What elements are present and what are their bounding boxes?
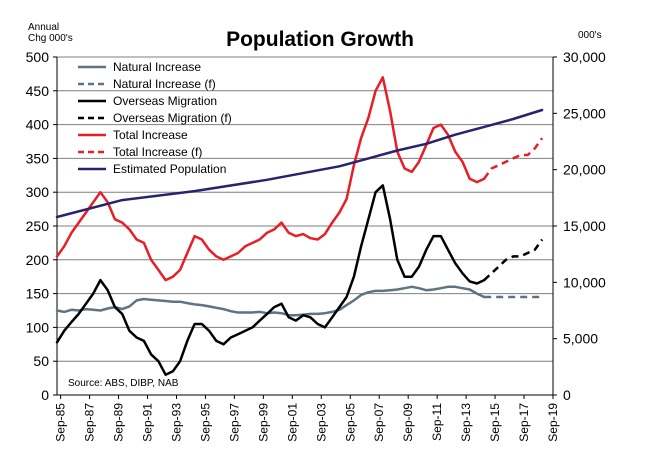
series-total-increase — [55, 76, 486, 282]
x-tick-label: Sep-91 — [141, 403, 155, 442]
left-tick-label: 150 — [26, 286, 50, 302]
series-lines — [55, 76, 544, 376]
x-tick-label: Sep-05 — [343, 403, 357, 442]
left-tick-label: 250 — [26, 218, 50, 234]
x-tick-label: Sep-09 — [401, 403, 415, 442]
legend-label: Overseas Migration (f) — [113, 111, 232, 125]
series-total-increase-f — [483, 137, 544, 180]
left-axis-label-line-1: Annual — [28, 22, 59, 33]
legend-label: Overseas Migration — [113, 94, 217, 108]
left-tick-label: 400 — [26, 117, 50, 133]
left-tick-label: 50 — [33, 353, 49, 369]
x-tick-label: Sep-93 — [169, 403, 183, 442]
right-tick-label: 15,000 — [563, 218, 606, 234]
x-tick-label: Sep-99 — [256, 403, 270, 442]
right-tick-label: 0 — [563, 387, 571, 403]
right-tick-label: 5,000 — [563, 331, 598, 347]
x-tick-label: Sep-85 — [54, 403, 68, 442]
legend: Natural Increase Natural Increase (f) Over… — [78, 60, 232, 176]
series-estimated-population — [55, 108, 544, 219]
legend-label: Natural Increase — [113, 60, 201, 74]
x-tick-label: Sep-97 — [227, 403, 241, 442]
right-axis-label: 000's — [578, 30, 602, 41]
x-tick-label: Sep-13 — [459, 403, 473, 442]
x-tick-label: Sep-15 — [488, 403, 502, 442]
right-tick-label: 25,000 — [563, 105, 606, 121]
right-y-ticks: 0 5,000 10,000 15,000 20,000 25,000 30,000 — [553, 49, 606, 403]
x-tick-label: Sep-11 — [430, 403, 444, 441]
source-note: Source: ABS, DIBP, NAB — [68, 378, 179, 389]
x-tick-label: Sep-89 — [112, 403, 126, 442]
left-tick-label: 100 — [26, 319, 50, 335]
right-tick-label: 20,000 — [563, 162, 606, 178]
legend-label: Estimated Population — [113, 162, 226, 176]
left-y-ticks: 0 50 100 150 200 250 300 350 400 450 500 — [26, 49, 57, 403]
x-tick-label: Sep-87 — [83, 403, 97, 442]
left-tick-label: 300 — [26, 184, 50, 200]
legend-label: Total Increase — [113, 128, 188, 142]
x-tick-label: Sep-19 — [546, 403, 560, 442]
series-overseas-migration-f — [483, 238, 544, 282]
left-tick-label: 350 — [26, 150, 50, 166]
series-overseas-migration — [55, 184, 486, 376]
chart-title: Population Growth — [226, 28, 414, 51]
x-tick-label: Sep-95 — [198, 403, 212, 442]
left-tick-label: 450 — [26, 83, 50, 99]
left-axis-label-line-2: Chg 000's — [28, 33, 73, 44]
x-tick-label: Sep-03 — [314, 403, 328, 442]
right-tick-label: 10,000 — [563, 274, 606, 290]
legend-label: Total Increase (f) — [113, 145, 202, 159]
left-tick-label: 500 — [26, 49, 50, 65]
legend-label: Natural Increase (f) — [113, 77, 216, 91]
x-tick-label: Sep-07 — [372, 403, 386, 442]
left-tick-label: 200 — [26, 252, 50, 268]
right-tick-label: 30,000 — [563, 49, 606, 65]
x-tick-label: Sep-17 — [517, 403, 531, 442]
left-tick-label: 0 — [41, 387, 49, 403]
x-tick-label: Sep-01 — [285, 403, 299, 442]
x-ticks: Sep-85 Sep-87 Sep-89 Sep-91 Sep-93 Sep-95 Sep-… — [54, 395, 560, 442]
series-natural-increase — [55, 285, 486, 317]
gridlines — [57, 56, 553, 362]
